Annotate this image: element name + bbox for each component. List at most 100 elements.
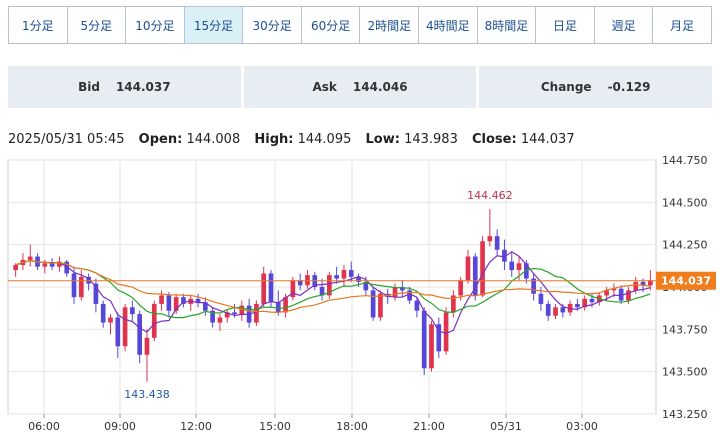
tab-timeframe-0[interactable]: 1分足 bbox=[9, 7, 68, 43]
tab-timeframe-10[interactable]: 週足 bbox=[594, 7, 654, 43]
candle-body bbox=[626, 290, 631, 301]
candle-body bbox=[356, 276, 361, 282]
ma-mid-line bbox=[15, 259, 651, 319]
low-label: Low: bbox=[365, 132, 400, 147]
x-tick-label: 09:00 bbox=[104, 420, 136, 433]
candle-body bbox=[443, 312, 449, 352]
candle-body bbox=[42, 263, 48, 267]
open-value: 144.008 bbox=[186, 132, 241, 147]
candle-body bbox=[224, 312, 230, 318]
open-label: Open: bbox=[138, 132, 183, 147]
candle-body bbox=[78, 276, 84, 298]
candle-body bbox=[181, 297, 186, 304]
timeframe-tabs: 1分足 5分足 10分足 15分足 30分足 60分足 2時間足 4時間足 8時間足 日足 週足 月足 bbox=[8, 6, 712, 44]
candle-body bbox=[173, 297, 179, 311]
candle-body bbox=[217, 317, 223, 323]
tab-timeframe-9[interactable]: 日足 bbox=[536, 7, 595, 43]
candle-body bbox=[341, 270, 347, 279]
current-price-label: 144.037 bbox=[661, 275, 711, 288]
candle-body bbox=[268, 273, 274, 303]
high-annotation: 144.462 bbox=[467, 189, 513, 202]
candle-body bbox=[305, 275, 310, 286]
candle-body bbox=[436, 324, 442, 352]
candle-body bbox=[71, 273, 77, 298]
candle-body bbox=[254, 303, 259, 323]
tab-timeframe-8[interactable]: 8時間足 bbox=[477, 7, 537, 43]
x-tick-label: 12:00 bbox=[180, 420, 212, 433]
candle-body bbox=[297, 280, 303, 286]
candle-body bbox=[93, 283, 99, 304]
candle-body bbox=[516, 263, 522, 271]
candle-body bbox=[49, 263, 55, 267]
y-tick-label: 143.750 bbox=[662, 323, 708, 336]
candle-body bbox=[589, 298, 595, 303]
candle-body bbox=[611, 288, 617, 291]
candle-body bbox=[407, 290, 412, 301]
candle-body bbox=[523, 263, 529, 279]
tab-timeframe-1[interactable]: 5分足 bbox=[67, 7, 127, 43]
ask-label: Ask bbox=[312, 80, 337, 94]
candle-body bbox=[290, 280, 296, 298]
y-tick-label: 143.250 bbox=[662, 408, 708, 421]
candle-body bbox=[538, 293, 544, 304]
candle-body bbox=[648, 280, 653, 286]
candle-body bbox=[618, 288, 624, 301]
candle-body bbox=[545, 303, 551, 316]
candle-body bbox=[378, 293, 383, 318]
candle-body bbox=[575, 303, 580, 308]
candle-body bbox=[319, 287, 325, 296]
candle-body bbox=[451, 295, 456, 313]
change-value: -0.129 bbox=[607, 80, 651, 94]
candle-body bbox=[64, 261, 70, 274]
candle-body bbox=[195, 298, 201, 303]
x-tick-label: 05/31 bbox=[490, 420, 522, 433]
candle-body bbox=[348, 270, 354, 277]
tab-timeframe-2[interactable]: 10分足 bbox=[126, 7, 185, 43]
change-box: Change -0.129 bbox=[479, 66, 713, 108]
candle-body bbox=[122, 307, 128, 347]
tab-timeframe-11[interactable]: 月足 bbox=[653, 7, 711, 43]
low-annotation: 143.438 bbox=[124, 388, 170, 401]
candle-body bbox=[633, 281, 639, 291]
candle-body bbox=[137, 314, 143, 355]
candle-body bbox=[392, 287, 398, 298]
tab-timeframe-6[interactable]: 2時間足 bbox=[360, 7, 420, 43]
high-value: 144.095 bbox=[297, 132, 352, 147]
candle-body bbox=[553, 307, 558, 316]
ask-box: Ask 144.046 bbox=[243, 66, 477, 108]
price-chart[interactable]: 144.750144.500144.250144.000143.750143.5… bbox=[0, 150, 720, 438]
candle-body bbox=[144, 337, 150, 355]
y-tick-label: 143.500 bbox=[662, 366, 708, 379]
candle-body bbox=[363, 281, 369, 291]
tab-timeframe-3[interactable]: 15分足 bbox=[184, 7, 244, 43]
ask-value: 144.046 bbox=[352, 80, 408, 94]
candle-body bbox=[283, 297, 288, 313]
ohlc-date: 2025/05/31 05:45 bbox=[8, 132, 125, 147]
tab-timeframe-4[interactable]: 30分足 bbox=[243, 7, 302, 43]
candle-body bbox=[27, 256, 33, 260]
tab-timeframe-5[interactable]: 60分足 bbox=[301, 7, 361, 43]
candle-body bbox=[13, 264, 18, 271]
candle-body bbox=[232, 312, 237, 315]
candle-body bbox=[487, 236, 493, 242]
candle-body bbox=[210, 310, 215, 323]
bid-label: Bid bbox=[78, 80, 100, 94]
candle-body bbox=[429, 324, 434, 369]
y-tick-label: 144.250 bbox=[662, 239, 708, 252]
bid-box: Bid 144.037 bbox=[8, 66, 241, 108]
candle-body bbox=[239, 305, 245, 315]
ohlc-readout: 2025/05/31 05:45 Open: 144.008 High: 144… bbox=[8, 132, 575, 147]
low-value: 143.983 bbox=[404, 132, 458, 147]
candle-body bbox=[414, 300, 420, 311]
candle-body bbox=[531, 278, 536, 294]
close-value: 144.037 bbox=[520, 132, 575, 147]
candle-body bbox=[494, 236, 500, 250]
candle-body bbox=[159, 295, 164, 304]
tab-timeframe-7[interactable]: 4時間足 bbox=[419, 7, 478, 43]
candle-body bbox=[151, 303, 157, 338]
candle-body bbox=[480, 241, 485, 296]
candle-body bbox=[640, 281, 646, 286]
x-tick-label: 15:00 bbox=[259, 420, 291, 433]
candle-body bbox=[86, 276, 91, 284]
candle-body bbox=[465, 256, 471, 281]
